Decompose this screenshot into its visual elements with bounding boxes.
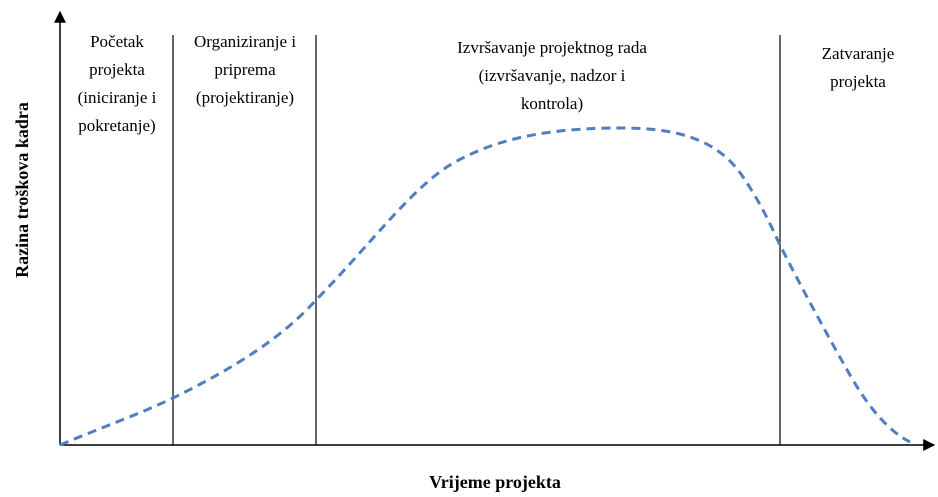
phase-label: (izvršavanje, nadzor i xyxy=(479,66,626,85)
phase-label: projekta xyxy=(89,60,145,79)
phase-label: (projektiranje) xyxy=(196,88,294,107)
phase-label: projekta xyxy=(830,72,886,91)
phase-label: kontrola) xyxy=(521,94,583,113)
phase-label: Izvršavanje projektnog rada xyxy=(457,38,647,57)
phase-label: (iniciranje i xyxy=(78,88,157,107)
phase-label: pokretanje) xyxy=(78,116,155,135)
y-axis-label: Razina troškova kadra xyxy=(12,102,32,278)
phase-label: Organiziranje i xyxy=(194,32,296,51)
x-axis-label: Vrijeme projekta xyxy=(429,472,561,492)
phase-label: Zatvaranje xyxy=(822,44,895,63)
phase-label: Početak xyxy=(90,32,144,51)
cost-curve xyxy=(59,126,911,447)
phase-label: priprema xyxy=(214,60,276,79)
